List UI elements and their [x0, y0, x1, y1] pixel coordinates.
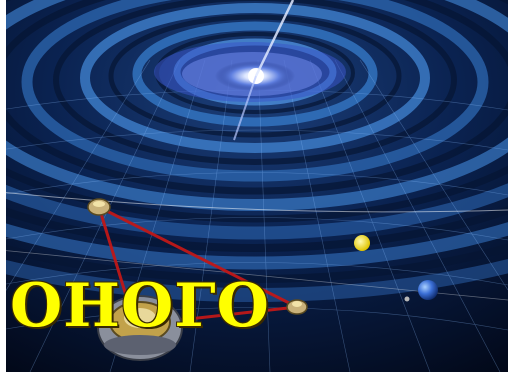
wave-rings	[0, 0, 508, 302]
orbit-line	[0, 191, 508, 213]
earth	[418, 280, 438, 300]
spacecraft-front	[97, 295, 183, 361]
spacecraft-right	[286, 299, 308, 315]
moon	[404, 296, 410, 302]
left-edge-strip	[0, 0, 6, 372]
orbit-line-lower	[0, 249, 508, 301]
overlay-caption-text: ОНОГО	[10, 271, 270, 341]
sun	[354, 235, 370, 251]
central-source	[154, 0, 346, 141]
wave-troughs	[0, 0, 508, 283]
spacecraft-top	[87, 198, 111, 216]
spacetime-grid	[0, 59, 508, 372]
